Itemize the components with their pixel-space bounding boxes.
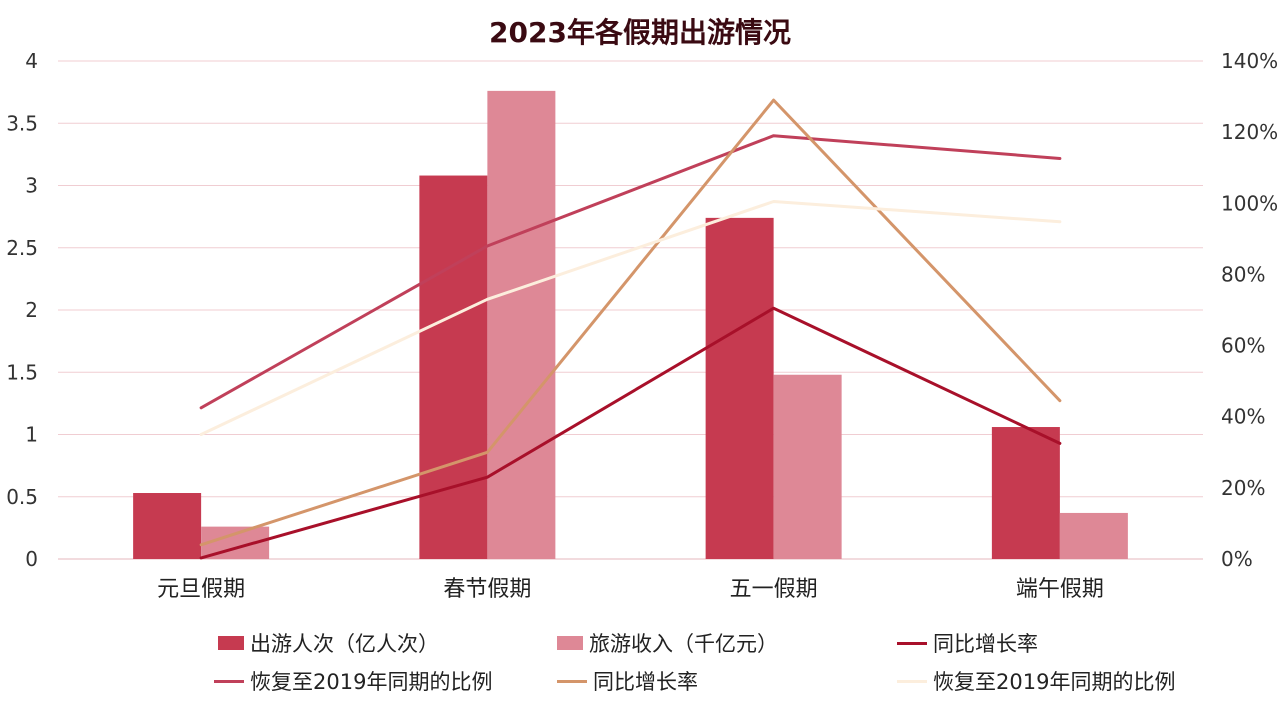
left-tick-label: 1.5	[6, 360, 38, 384]
right-tick-label: 120%	[1221, 120, 1278, 144]
bar-1-1	[487, 90, 556, 559]
left-axis-ticks: 0 0.5 1 1.5 2 2.5 3 3.5 4	[6, 49, 38, 571]
bar-0-0	[133, 493, 202, 559]
x-tick-label: 春节假期	[443, 577, 531, 602]
bar-0-1	[419, 175, 488, 560]
bar-1-2	[773, 374, 842, 559]
x-tick-label: 端午假期	[1016, 577, 1104, 602]
x-tick-label: 五一假期	[730, 577, 818, 602]
right-tick-label: 20%	[1221, 476, 1265, 500]
right-tick-label: 0%	[1221, 547, 1253, 571]
lines	[199, 98, 1062, 560]
series-line-2	[199, 98, 1062, 547]
series-line-1	[199, 134, 1062, 410]
right-tick-label: 60%	[1221, 334, 1265, 358]
bar-0-3	[991, 427, 1060, 559]
left-tick-label: 1	[25, 423, 38, 447]
left-tick-label: 0.5	[6, 485, 38, 509]
left-tick-label: 2	[25, 298, 38, 322]
x-tick-label: 元旦假期	[157, 577, 245, 602]
right-tick-label: 80%	[1221, 262, 1265, 286]
x-axis-labels: 元旦假期 春节假期 五一假期 端午假期	[157, 577, 1104, 602]
series-line-0	[199, 306, 1062, 560]
left-tick-label: 4	[25, 49, 38, 73]
gridlines	[58, 60, 1203, 560]
right-axis-ticks: 0% 20% 40% 60% 80% 100% 120% 140%	[1221, 49, 1278, 571]
chart-title: 2023年各假期出游情况	[489, 16, 791, 49]
series-line-3	[199, 200, 1062, 436]
left-tick-label: 3.5	[6, 111, 38, 135]
bar-1-3	[1059, 512, 1128, 559]
left-tick-label: 0	[25, 547, 38, 571]
left-tick-label: 2.5	[6, 236, 38, 260]
left-tick-label: 3	[25, 174, 38, 198]
right-tick-label: 100%	[1221, 191, 1278, 215]
bar-0-2	[705, 217, 774, 559]
bars	[133, 90, 1128, 560]
right-tick-label: 140%	[1221, 49, 1278, 73]
right-tick-label: 40%	[1221, 405, 1265, 429]
